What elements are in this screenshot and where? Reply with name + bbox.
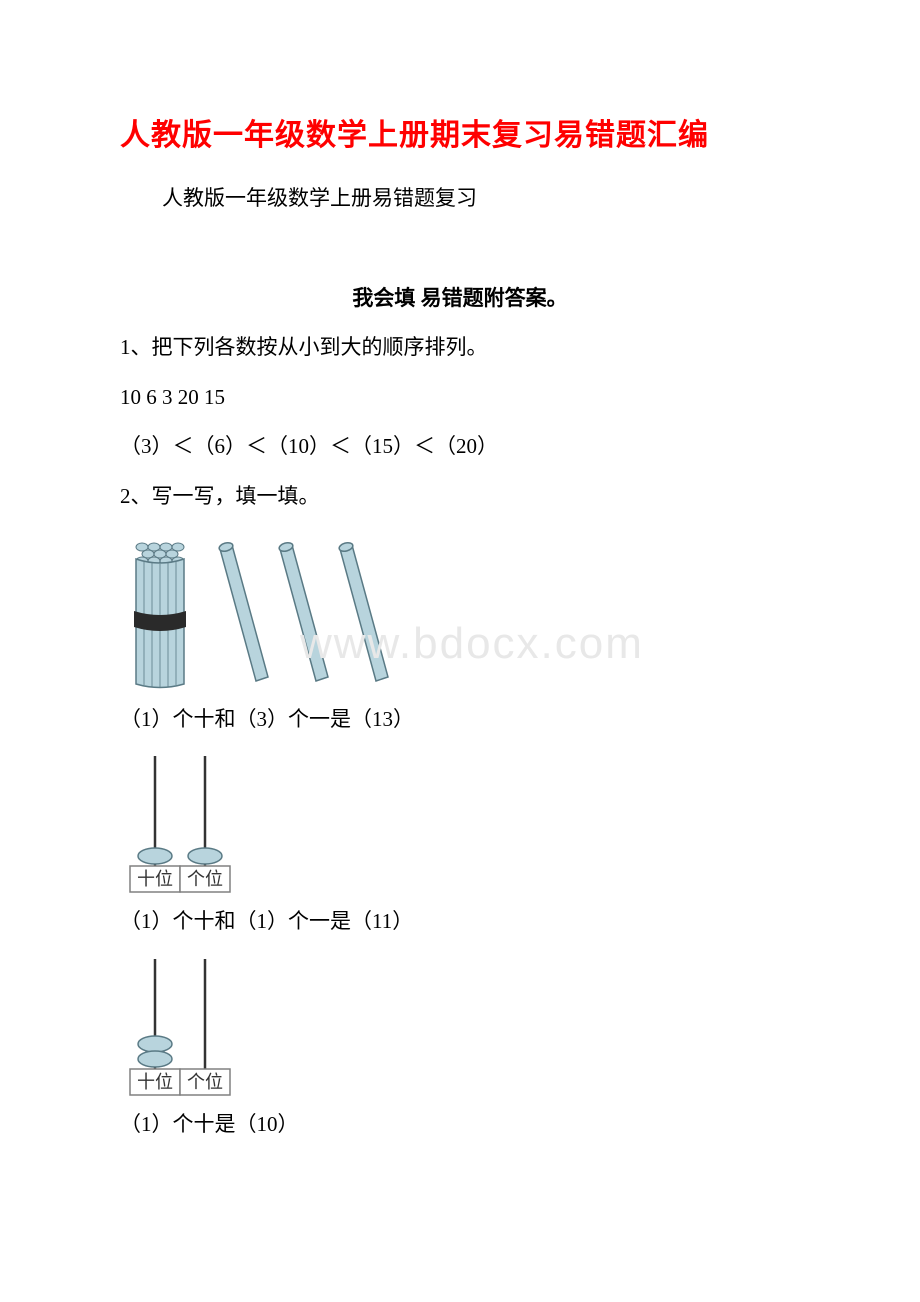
stick-bundle-icon xyxy=(134,543,186,688)
q2-line2: （1）个十和（1）个一是（11） xyxy=(120,904,800,940)
page-title: 人教版一年级数学上册期末复习易错题汇编 xyxy=(120,110,800,154)
stick-icon xyxy=(278,541,328,681)
section-header: 我会填 易错题附答案。 xyxy=(120,282,800,312)
subtitle: 人教版一年级数学上册易错题复习 xyxy=(120,182,800,212)
ones-label: 个位 xyxy=(187,869,223,889)
tens-label: 十位 xyxy=(137,1072,173,1092)
q1-answer: （3）＜（6）＜（10）＜（15）＜（20） xyxy=(120,429,800,465)
ones-label: 个位 xyxy=(187,1072,223,1092)
abacus-diagram-2: 十位 个位 xyxy=(120,954,800,1099)
abacus-diagram-1: 十位 个位 xyxy=(120,751,800,896)
q2-prompt: 2、写一写，填一填。 xyxy=(120,479,800,515)
q1-prompt: 1、把下列各数按从小到大的顺序排列。 xyxy=(120,330,800,366)
stick-icon xyxy=(218,541,268,681)
stick-icon xyxy=(338,541,388,681)
q2-line1: （1）个十和（3）个一是（13） xyxy=(120,702,800,738)
sticks-diagram: www.bdocx.com xyxy=(120,529,800,694)
tens-label: 十位 xyxy=(137,869,173,889)
q2-line3: （1）个十是（10） xyxy=(120,1107,800,1143)
q1-numbers: 10 6 3 20 15 xyxy=(120,380,800,416)
